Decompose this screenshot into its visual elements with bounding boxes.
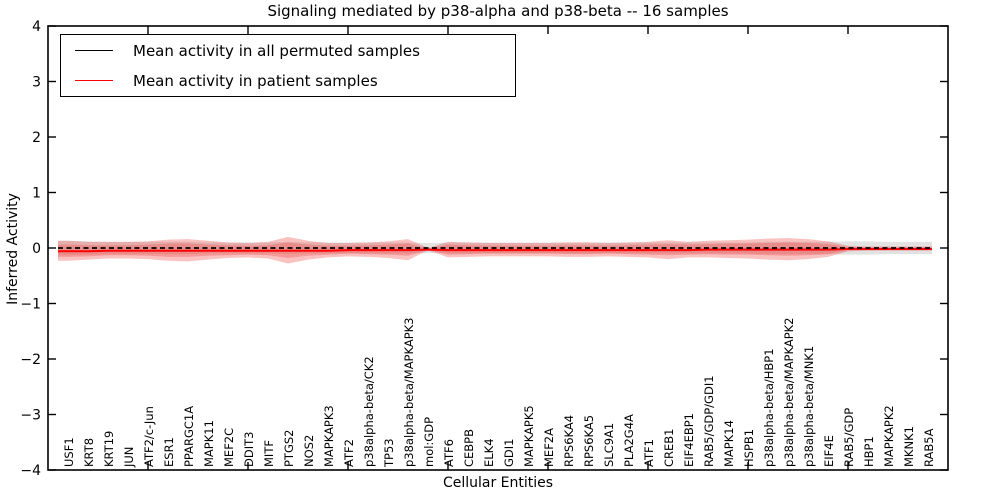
y-tick-label: −4 bbox=[20, 463, 41, 479]
x-tick-label: MITF bbox=[262, 440, 276, 467]
x-tick-label: DDIT3 bbox=[242, 432, 256, 467]
x-tick-label: RAB5/GDP bbox=[842, 408, 856, 467]
x-tick-label: RPS6KA5 bbox=[582, 415, 596, 467]
x-tick-label: MAPK11 bbox=[202, 420, 216, 467]
y-tick-label: 3 bbox=[32, 75, 41, 91]
x-tick-label: MEF2A bbox=[542, 428, 556, 467]
legend-item-permuted: Mean activity in all permuted samples bbox=[75, 38, 515, 64]
x-tick-label: HBP1 bbox=[862, 436, 876, 467]
x-tick-label: ATF1 bbox=[642, 439, 656, 467]
x-tick-label: EIF4E bbox=[822, 435, 836, 467]
x-tick-label: MKNK1 bbox=[902, 426, 916, 467]
y-tick-label: 0 bbox=[32, 241, 41, 257]
x-tick-label: KRT8 bbox=[82, 438, 96, 467]
x-tick-label: ATF6 bbox=[442, 439, 456, 467]
x-tick-label: RAB5/GDP/GDI1 bbox=[702, 375, 716, 467]
x-tick-label: MAPKAPK5 bbox=[522, 405, 536, 467]
legend-label-patient: Mean activity in patient samples bbox=[133, 71, 378, 90]
permuted-line-swatch bbox=[75, 50, 113, 51]
x-tick-label: JUN bbox=[122, 447, 136, 468]
x-tick-label: ATF2/c-Jun bbox=[142, 406, 156, 467]
x-tick-label: HSPB1 bbox=[742, 429, 756, 467]
x-tick-label: CREB1 bbox=[662, 429, 676, 468]
patient-line-swatch bbox=[75, 80, 113, 81]
x-tick-label: p38alpha-beta/MAPKAPK3 bbox=[402, 318, 416, 468]
x-tick-label: p38alpha-beta/HBP1 bbox=[762, 348, 776, 467]
x-tick-label: PTGS2 bbox=[282, 430, 296, 468]
x-tick-label: mol:GDP bbox=[422, 417, 436, 467]
y-tick-label: −1 bbox=[20, 297, 41, 313]
x-tick-label: p38alpha-beta/CK2 bbox=[362, 356, 376, 467]
x-tick-label: MAPK14 bbox=[722, 420, 736, 467]
x-axis-label: Cellular Entities bbox=[442, 475, 554, 491]
x-tick-label: p38alpha-beta/MAPKAPK2 bbox=[782, 318, 796, 468]
x-tick-label: NOS2 bbox=[302, 435, 316, 467]
chart-title: Signaling mediated by p38-alpha and p38-… bbox=[267, 2, 729, 20]
x-tick-label: GDI1 bbox=[502, 439, 516, 467]
x-tick-label: CEBPB bbox=[462, 429, 476, 467]
legend: Mean activity in all permuted samples Me… bbox=[60, 34, 516, 97]
x-tick-label: RAB5A bbox=[922, 428, 936, 467]
x-tick-label: ATF2 bbox=[342, 439, 356, 467]
x-tick-label: EIF4EBP1 bbox=[682, 413, 696, 467]
y-tick-label: −2 bbox=[20, 352, 41, 368]
x-tick-label: MAPKAPK2 bbox=[882, 405, 896, 467]
y-tick-label: 1 bbox=[32, 186, 41, 202]
x-tick-label: PLA2G4A bbox=[622, 414, 636, 467]
x-tick-label: SLC9A1 bbox=[602, 423, 616, 467]
x-tick-label: KRT19 bbox=[102, 431, 116, 467]
legend-item-patient: Mean activity in patient samples bbox=[75, 68, 515, 94]
y-tick-label: 2 bbox=[32, 130, 41, 146]
x-tick-label: p38alpha-beta/MNK1 bbox=[802, 346, 816, 467]
x-tick-label: PPARGC1A bbox=[182, 406, 196, 467]
y-tick-label: −3 bbox=[20, 408, 41, 424]
y-axis-label: Inferred Activity bbox=[5, 193, 21, 305]
x-tick-label: TP53 bbox=[382, 438, 396, 468]
legend-label-permuted: Mean activity in all permuted samples bbox=[133, 41, 420, 60]
patient-mean-line bbox=[58, 248, 932, 253]
x-tick-label: ESR1 bbox=[162, 437, 176, 467]
x-tick-label: USF1 bbox=[62, 437, 76, 467]
x-tick-label: ELK4 bbox=[482, 438, 496, 467]
x-tick-label: MAPKAPK3 bbox=[322, 405, 336, 467]
x-tick-label: RPS6KA4 bbox=[562, 415, 576, 467]
y-tick-label: 4 bbox=[32, 19, 41, 35]
x-tick-label: MEF2C bbox=[222, 428, 236, 467]
